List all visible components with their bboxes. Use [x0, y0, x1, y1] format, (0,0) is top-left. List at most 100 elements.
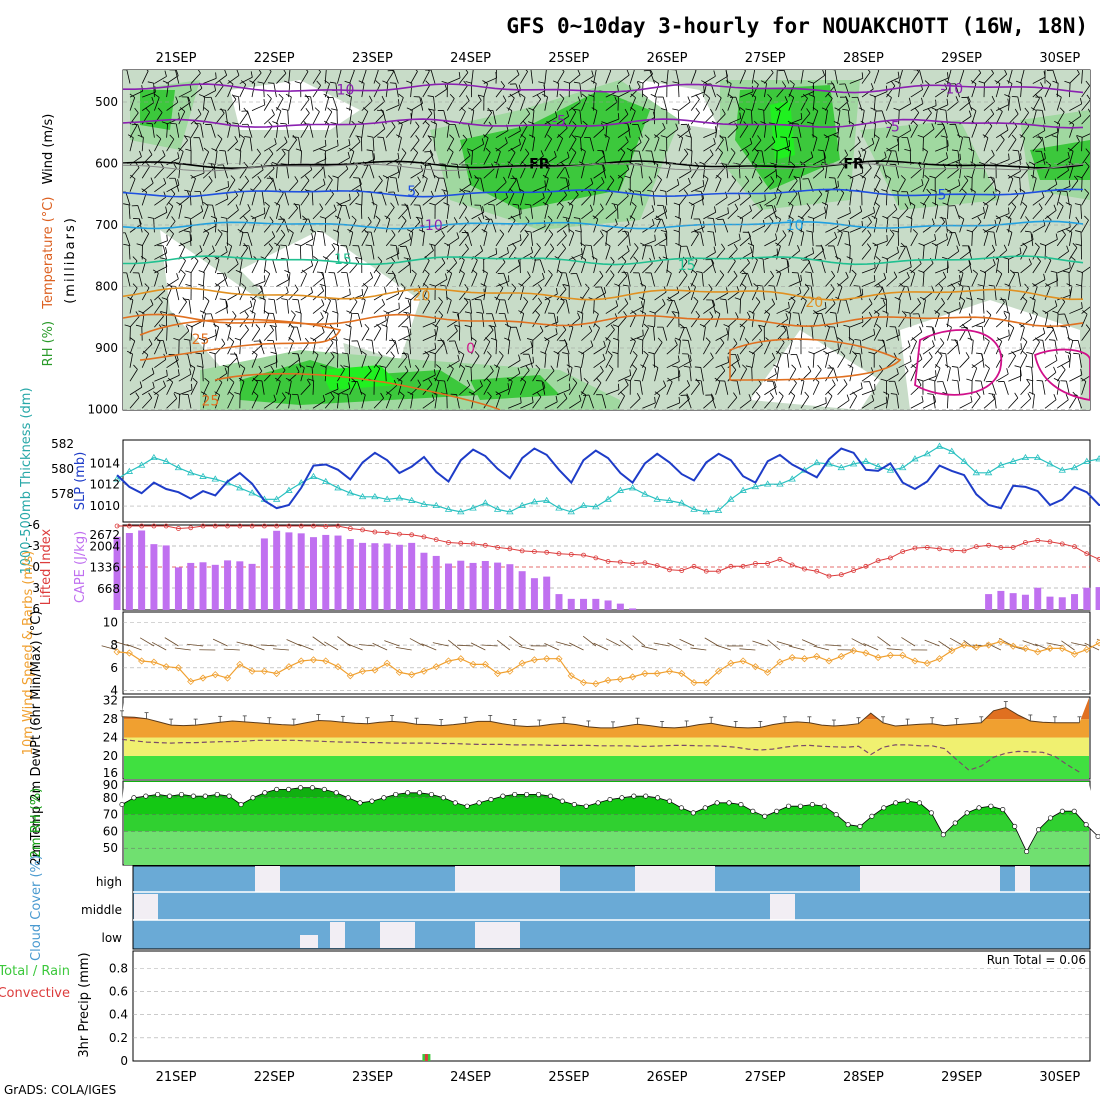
wind-barb [1066, 191, 1070, 206]
wind-barb [422, 334, 436, 341]
wind-barb-flag [590, 177, 594, 184]
wind-barb [126, 272, 131, 287]
thickness-point [113, 475, 121, 482]
wind-barb-flag [1032, 310, 1038, 315]
wind-barb [581, 299, 586, 314]
wind-barb-flag [142, 350, 149, 356]
wind-barb-flag [466, 379, 471, 386]
wind-barb [922, 105, 937, 111]
wind-barb [1032, 110, 1037, 125]
cape-bar [997, 590, 1005, 610]
thickness-point [346, 489, 355, 496]
wind-barb-flag [842, 230, 849, 233]
wind-barb [905, 246, 912, 260]
wind-barb [627, 272, 631, 287]
temperature-label: 25 [192, 332, 210, 348]
wind10m-barb [139, 637, 155, 647]
wind-barb [1020, 191, 1025, 206]
wind-barb [922, 239, 936, 247]
wind-barb-flag [602, 353, 606, 360]
cape-tick: 2672 [89, 528, 120, 542]
wind-barb [837, 192, 845, 206]
wind-barb [1056, 399, 1069, 409]
wind-barb-flag [293, 203, 300, 206]
wind-barb [385, 126, 396, 138]
rh2m-point [333, 790, 339, 796]
wind-barb [994, 286, 997, 301]
wind-barb [434, 278, 448, 287]
wind-barb [1044, 329, 1054, 341]
thickness-point [187, 469, 195, 476]
wind10m-point [371, 666, 379, 674]
wind-barb-flag [540, 150, 544, 157]
rh2m-point [131, 795, 137, 801]
wind-barb [959, 318, 972, 328]
cape-bar [481, 561, 489, 610]
temp-tick: 32 [103, 694, 118, 708]
wind-barb-flag [873, 275, 876, 282]
wind-barb [886, 143, 899, 152]
wind-barb [910, 358, 923, 368]
rh2m-point [250, 795, 256, 801]
wind-barb-flag [154, 93, 160, 98]
wind-barb-flag [577, 96, 581, 103]
wind-barb [480, 178, 485, 192]
wind10m-barb [788, 645, 805, 651]
wind-barb [187, 394, 192, 409]
wind-barb-flag [256, 148, 261, 154]
wind-barb [288, 314, 296, 328]
wind-barb [166, 206, 174, 220]
wind-barb [446, 204, 450, 219]
wind-barb-flag [173, 393, 178, 399]
wind-barb-flag [232, 310, 237, 317]
wind-barb [495, 181, 507, 193]
wind-barb [581, 210, 593, 220]
wind-barb [849, 191, 852, 206]
wind-barb-flag [198, 283, 205, 287]
cape-bar [125, 533, 133, 610]
wind-barb-flag [384, 215, 391, 220]
wind-barb [1069, 353, 1071, 368]
wind-barb-flag [938, 283, 944, 289]
wind-barb-flag [136, 243, 143, 246]
wind-barb-flag [264, 201, 270, 207]
wind-barb-flag [580, 256, 586, 260]
li-tick: 0 [32, 560, 40, 574]
wind-barb [1081, 193, 1090, 206]
wind-barb-flag [243, 107, 249, 113]
wind-barb-flag [1011, 134, 1017, 140]
wind-barb-flag [161, 297, 168, 300]
wind-barb-flag [531, 396, 534, 403]
thickness-series [116, 445, 1100, 513]
wind10m-point [260, 667, 268, 675]
wind-barb-flag [957, 269, 964, 274]
wind-barb-flag [430, 190, 434, 197]
wind-barb [337, 70, 342, 84]
wind-barb [349, 219, 357, 233]
temp2m-ylabel: 2m Temp 2m DewPt (6hr Min/Max) (°C) [29, 611, 44, 866]
wind-barb [650, 272, 655, 287]
lifted-index-point [765, 561, 771, 566]
wind-barb [581, 330, 593, 341]
temperature-label: 5 [407, 184, 416, 200]
wind-barb [837, 399, 850, 409]
wind-barb [251, 191, 256, 206]
wind-barb [370, 232, 375, 246]
wind-barb [507, 381, 513, 395]
wind-barb [459, 259, 465, 274]
wind-barb [629, 247, 639, 260]
wind-barb-flag [448, 147, 454, 153]
wind-barb [922, 272, 925, 287]
wind-barb-flag [573, 81, 580, 84]
wind-barb [713, 218, 716, 233]
lifted-index-point [716, 568, 721, 574]
wind-barb [837, 137, 840, 152]
rh2m-point [559, 798, 565, 804]
wind10m-barb [752, 640, 768, 647]
wind-barb-flag [659, 149, 666, 152]
wind-barb [995, 83, 1001, 98]
wind-barb [385, 356, 395, 368]
wind-barb-flag [390, 244, 397, 247]
wind-barb-flag [748, 394, 752, 400]
wind-barb-flag [568, 383, 571, 390]
